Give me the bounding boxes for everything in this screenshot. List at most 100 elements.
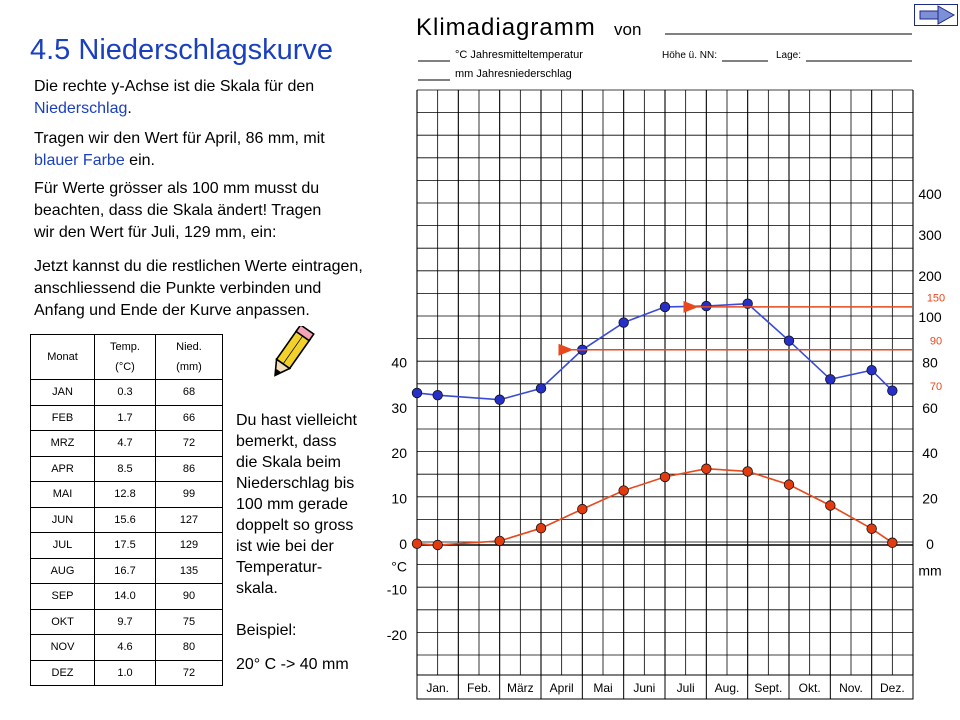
table-row: AUG 16.7 135: [30, 557, 223, 584]
right-axis-tick-label: 20: [922, 491, 938, 507]
example-label: Beispiel:: [236, 622, 297, 639]
table-cell-precip: 129: [155, 532, 223, 559]
precipitation-data-point: [618, 317, 629, 328]
intro-end: .: [127, 100, 132, 117]
precipitation-series-line: [416, 302, 893, 401]
temperature-data-point: [659, 471, 671, 483]
climate-data-table: Monat Temp. (°C) Nied. (mm) JAN 0.3 68 FEB 1…: [30, 334, 223, 686]
april-instruction: Tragen wir den Wert für April, 86 mm, mi…: [34, 128, 394, 172]
left-axis-tick-label: 40: [391, 354, 407, 370]
left-axis-tick-label: -20: [387, 627, 407, 643]
table-cell-precip: 75: [155, 608, 223, 635]
precipitation-data-point: [659, 301, 671, 313]
diagram-title: Klimadiagramm: [416, 14, 596, 41]
header-precip: Nied. (mm): [155, 334, 223, 380]
table-cell-precip: 135: [155, 557, 223, 584]
intro-text: Die rechte y-Achse ist die Skala für den…: [34, 76, 374, 120]
temperature-data-point: [618, 485, 629, 496]
table-cell-month: FEB: [30, 404, 95, 431]
left-axis-tick-label: 20: [391, 445, 407, 461]
location-label: Lage:: [776, 50, 802, 61]
month-label: Aug.: [715, 681, 740, 695]
precipitation-data-point: [411, 387, 423, 399]
month-label: Sept.: [754, 681, 782, 695]
table-row: NOV 4.6 80: [30, 634, 223, 661]
table-cell-temp: 1.0: [94, 659, 156, 686]
header-temp: Temp. (°C): [94, 334, 156, 380]
april-text-end: ein.: [124, 152, 155, 169]
temperature-data-point: [494, 535, 505, 547]
temperature-data-point: [783, 479, 795, 490]
page-title: 4.5 Niederschlagskurve: [30, 34, 334, 66]
month-label: April: [550, 681, 574, 695]
right-axis-tick-label: 0: [926, 536, 934, 552]
left-axis-tick-label: -10: [387, 581, 407, 597]
next-slide-button[interactable]: [914, 4, 958, 26]
precipitation-data-point: [701, 300, 712, 312]
month-label: Nov.: [839, 681, 863, 695]
diagram-von-label: von: [614, 20, 642, 39]
table-cell-month: SEP: [30, 583, 95, 610]
right-axis-tick-label: 80: [922, 354, 938, 370]
right-axis-tick-label: 40: [922, 445, 938, 461]
table-row: OKT 9.7 75: [30, 608, 223, 635]
temperature-series-line: [416, 467, 893, 546]
right-axis-unit: mm: [918, 563, 941, 579]
month-label: Mai: [593, 681, 612, 695]
april-text: Tragen wir den Wert für April, 86 mm, mi…: [34, 130, 325, 147]
diagram-header-lines: [418, 33, 912, 81]
temperature-data-point: [866, 523, 877, 534]
table-cell-month: APR: [30, 455, 95, 482]
right-axis-marked-label: 90: [930, 336, 942, 348]
pencil-icon: [274, 326, 315, 377]
right-axis-tick-label: 200: [918, 268, 942, 284]
precip-sum-label: mm Jahresniederschlag: [455, 68, 572, 80]
table-row: DEZ 1.0 72: [30, 659, 223, 686]
temperature-data-point: [535, 523, 547, 534]
left-axis-unit: °C: [391, 559, 407, 575]
precipitation-data-point: [742, 298, 753, 309]
table-cell-month: OKT: [30, 608, 95, 635]
intro-line1: Die rechte y-Achse ist die Skala für den: [34, 78, 315, 95]
precipitation-data-point: [825, 374, 836, 385]
table-cell-precip: 68: [155, 379, 223, 406]
temperature-data-point: [887, 537, 898, 548]
month-label: Juni: [633, 681, 655, 695]
temperature-data-point: [577, 503, 588, 515]
scale-note: Du hast vielleicht bemerkt, dass die Ska…: [236, 412, 357, 597]
height-label: Höhe ü. NN:: [662, 50, 718, 61]
right-axis-tick-label: 100: [918, 309, 942, 325]
left-axis-tick-label: 0: [399, 536, 407, 552]
right-axis-marked-label: 150: [927, 293, 945, 305]
temperature-data-point: [432, 539, 443, 551]
precipitation-data-point: [535, 383, 547, 394]
table-cell-precip: 72: [155, 659, 223, 686]
intro-blue-word: Niederschlag: [34, 100, 128, 117]
precipitation-data-point: [866, 365, 877, 376]
precipitation-data-point: [432, 389, 443, 401]
table-cell-temp: 16.7: [94, 557, 156, 584]
month-label: Dez.: [880, 681, 905, 695]
temp-mean-label: °C Jahresmitteltemperatur: [455, 49, 583, 61]
table-cell-month: MRZ: [30, 430, 95, 457]
month-label: Okt.: [799, 681, 821, 695]
table-cell-temp: 15.6: [94, 506, 156, 533]
header-month: Monat: [30, 334, 95, 380]
precipitation-data-point: [783, 335, 795, 346]
table-row: SEP 14.0 90: [30, 583, 223, 610]
month-label: Jan.: [426, 681, 449, 695]
example-value: 20° C -> 40 mm: [236, 656, 349, 673]
month-label: Feb.: [467, 681, 491, 695]
temperature-data-point: [742, 466, 753, 477]
table-cell-temp: 4.7: [94, 430, 156, 457]
left-axis-tick-label: 30: [391, 400, 407, 416]
april-blue-text: blauer Farbe: [34, 152, 125, 169]
table-cell-month: JUL: [30, 532, 95, 559]
temperature-data-point: [411, 538, 423, 549]
table-row: MRZ 4.7 72: [30, 430, 223, 457]
month-label: Juli: [677, 681, 695, 695]
table-row: FEB 1.7 66: [30, 404, 223, 431]
month-label: März: [507, 681, 534, 695]
table-row: APR 8.5 86: [30, 455, 223, 482]
left-axis-tick-label: 10: [391, 491, 407, 507]
